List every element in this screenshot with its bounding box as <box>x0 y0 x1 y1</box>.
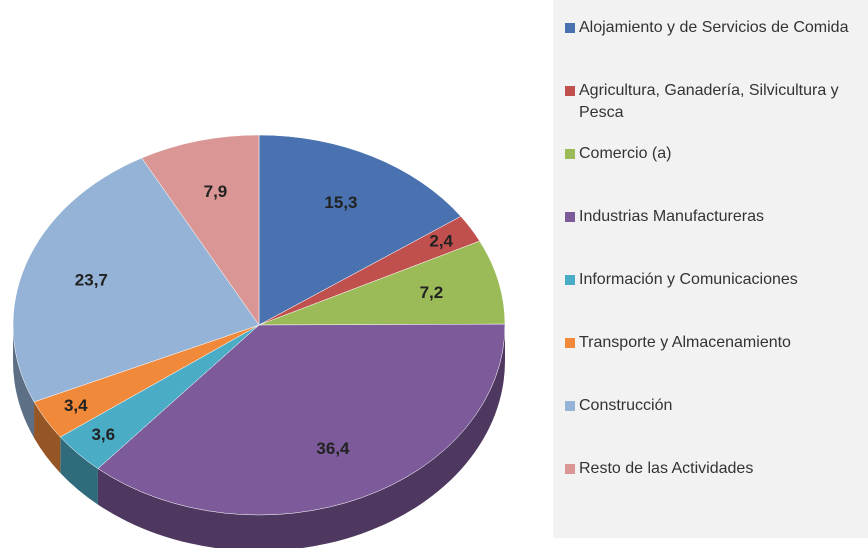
legend-label: Transporte y Almacenamiento <box>579 334 791 351</box>
legend-label: Construcción <box>579 397 673 414</box>
pie-side <box>12 325 35 438</box>
pie-slice <box>97 323 506 516</box>
data-label: 3,4 <box>64 396 88 415</box>
pie-slice <box>258 134 462 326</box>
legend-swatch <box>565 401 575 411</box>
legend-item: Agricultura, Ganadería, Silvicultura y P… <box>565 80 868 124</box>
legend-swatch <box>565 464 575 474</box>
legend-item: Resto de las Actividades <box>565 458 868 480</box>
legend-swatch <box>565 338 575 348</box>
legend-label: Comercio (a) <box>579 145 672 162</box>
legend-swatch <box>565 23 575 33</box>
legend-swatch <box>565 149 575 159</box>
pie-slice <box>258 240 506 326</box>
pie-slice <box>141 134 260 326</box>
data-label: 2,4 <box>429 231 453 250</box>
data-label: 3,6 <box>91 425 115 444</box>
data-label: 7,2 <box>420 283 444 302</box>
legend-item: Comercio (a) <box>565 143 868 165</box>
legend-swatch <box>565 275 575 285</box>
legend-item: Información y Comunicaciones <box>565 269 868 291</box>
data-label: 36,4 <box>316 439 350 458</box>
legend-item: Transporte y Almacenamiento <box>565 332 868 354</box>
legend-label: Agricultura, Ganadería, Silvicultura y P… <box>579 82 839 121</box>
legend-swatch <box>565 86 575 96</box>
data-label: 23,7 <box>75 270 108 289</box>
pie-slice <box>12 157 260 403</box>
data-label: 15,3 <box>324 193 357 212</box>
pie-side <box>60 437 98 505</box>
legend-item: Construcción <box>565 395 868 417</box>
legend-item: Alojamiento y de Servicios de Comida <box>565 17 868 39</box>
legend-label: Información y Comunicaciones <box>579 271 798 288</box>
legend-swatch <box>565 212 575 222</box>
legend-label: Industrias Manufactureras <box>579 208 764 225</box>
pie-side <box>97 325 505 548</box>
legend-label: Alojamiento y de Servicios de Comida <box>579 19 849 36</box>
chart: 15,3 2,4 7,2 36,4 3,63,4 23,7 7,9 <box>12 134 506 548</box>
legend: Alojamiento y de Servicios de Comida Agri… <box>553 0 868 538</box>
legend-item: Industrias Manufactureras <box>565 206 868 228</box>
pie-side <box>34 401 61 474</box>
data-label: 7,9 <box>204 182 228 201</box>
legend-label: Resto de las Actividades <box>579 460 754 477</box>
